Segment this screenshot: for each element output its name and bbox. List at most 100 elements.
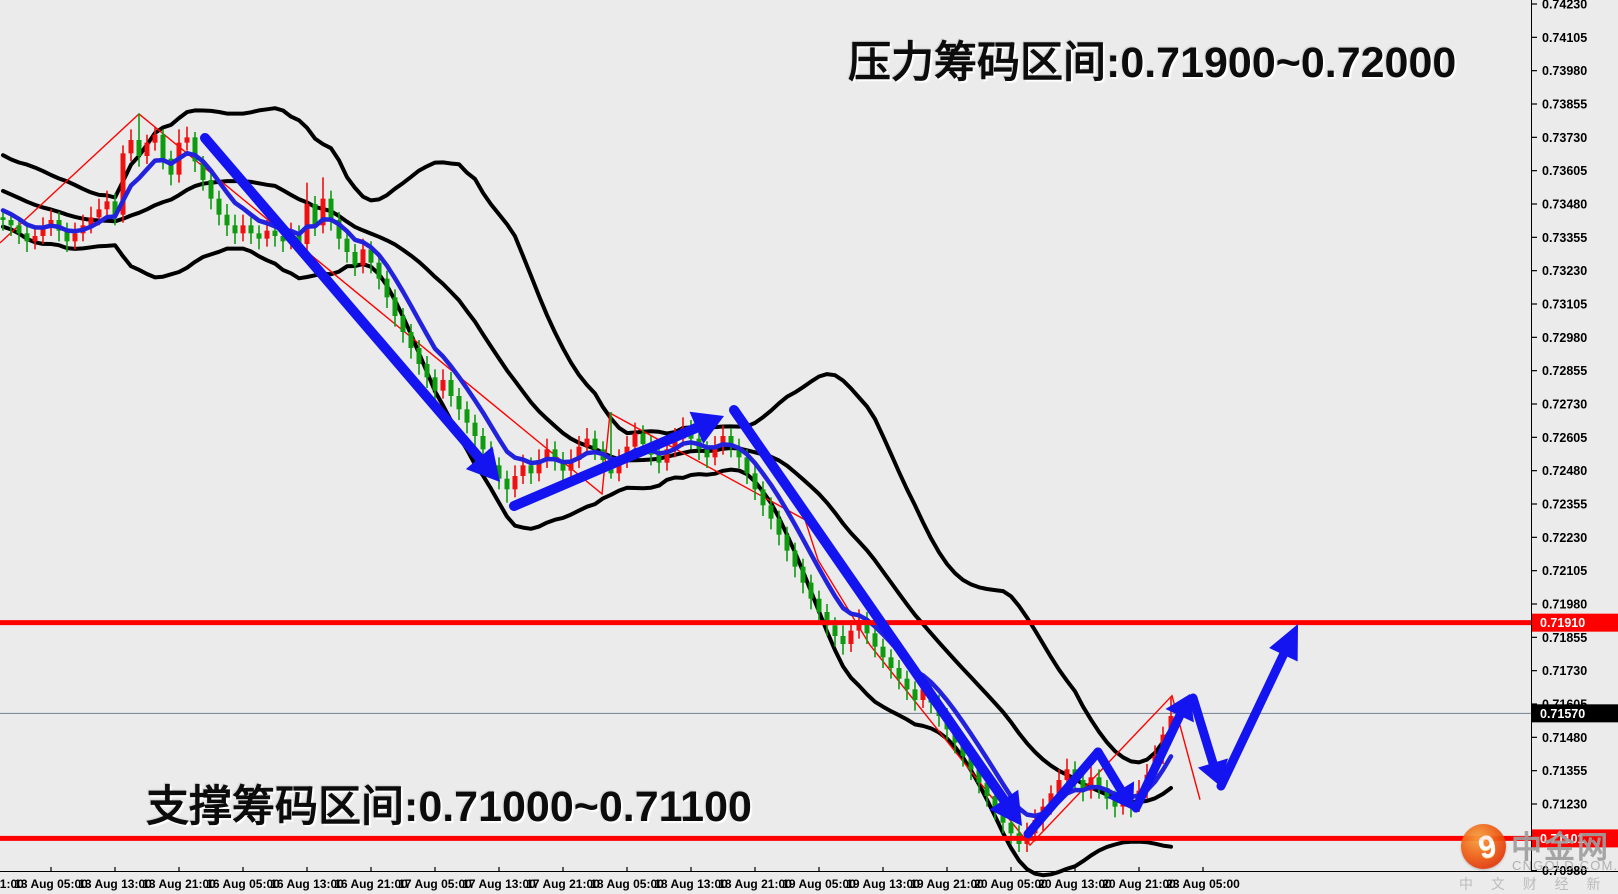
- x-tick-label: 13 Aug 05:00: [14, 877, 88, 891]
- trend-arrow-shaft: [1188, 693, 1220, 775]
- candle-body: [0, 217, 6, 220]
- candle-body: [1080, 780, 1086, 791]
- candle-body: [1008, 822, 1014, 834]
- candle-body: [128, 140, 134, 154]
- trend-arrow-shaft: [1093, 747, 1129, 801]
- y-tick-label: 0.71855: [1542, 631, 1587, 645]
- trend-arrow-shaft: [1023, 747, 1103, 839]
- y-tick-label: 0.71480: [1542, 731, 1587, 745]
- candle-body: [904, 678, 910, 690]
- y-tick-label: 0.73980: [1542, 64, 1587, 78]
- x-tick-label: 19 Aug 05:00: [782, 877, 856, 891]
- y-tick-label: 0.72355: [1542, 498, 1587, 512]
- price-marker-red: [1532, 829, 1618, 848]
- ma-line: [0, 150, 1174, 819]
- cngold-swirl-icon: 9: [1475, 827, 1500, 866]
- candle-body: [168, 158, 174, 175]
- y-tick-label: 0.72230: [1542, 531, 1587, 545]
- x-tick-label: 18 Aug 13:00: [654, 877, 728, 891]
- candle-body: [24, 233, 30, 242]
- cngold-logo-icon: [1461, 824, 1506, 869]
- y-tick-label: 0.74230: [1542, 0, 1587, 12]
- candle-body: [872, 633, 878, 647]
- candle-body: [384, 278, 390, 298]
- candle-body: [208, 180, 214, 199]
- watermark-domain: CNGOLD.COM.CN: [1512, 858, 1618, 873]
- candle-body: [760, 489, 766, 506]
- candle-body: [664, 449, 670, 463]
- candle-body: [480, 436, 486, 450]
- candle-body: [104, 201, 110, 210]
- candle-body: [512, 476, 518, 490]
- candle-body: [672, 438, 678, 450]
- candle-body: [840, 636, 846, 644]
- price-marker-label: 0.71570: [1540, 707, 1585, 721]
- candle-body: [224, 214, 230, 226]
- candle-body: [320, 198, 326, 226]
- candle-body: [728, 436, 734, 447]
- zigzag-line: [0, 112, 1201, 847]
- price-marker-label: 0.71101: [1540, 832, 1585, 846]
- candle-body: [472, 422, 478, 436]
- candle-body: [72, 233, 78, 242]
- candle-body: [456, 396, 462, 410]
- candle-body: [144, 142, 150, 156]
- candle-body: [432, 377, 438, 391]
- candle-body: [552, 449, 558, 460]
- candle-body: [352, 252, 358, 266]
- candle-body: [560, 460, 566, 471]
- candle-body: [912, 689, 918, 700]
- candle-body: [976, 769, 982, 783]
- candle-body: [752, 473, 758, 490]
- candle-body: [1088, 777, 1094, 791]
- x-tick-label: 19 Aug 21:00: [910, 877, 984, 891]
- trend-arrowhead-icon: [465, 446, 500, 482]
- candle-body: [88, 217, 94, 226]
- candle-body: [792, 550, 798, 567]
- candle-body: [40, 228, 46, 236]
- candle-body: [200, 161, 206, 180]
- candle-body: [424, 364, 430, 378]
- candle-body: [616, 460, 622, 474]
- candle-body: [1048, 793, 1054, 807]
- candle-body: [1096, 777, 1102, 788]
- candle-body: [408, 332, 414, 348]
- candle-body: [576, 446, 582, 460]
- candle-body: [720, 436, 726, 447]
- candle-body: [328, 198, 334, 220]
- y-tick-label: 0.73730: [1542, 131, 1587, 145]
- candle-body: [496, 465, 502, 479]
- candle-body: [312, 204, 318, 226]
- candle-body: [640, 433, 646, 444]
- candle-body: [520, 465, 526, 476]
- candle-body: [880, 646, 886, 658]
- y-tick-label: 0.71730: [1542, 664, 1587, 678]
- x-tick-label: 18 Aug 21:00: [718, 877, 792, 891]
- candle-body: [256, 233, 262, 239]
- candle-body: [968, 756, 974, 770]
- candle-body: [112, 201, 118, 215]
- x-tick-label: 20 Aug 05:00: [974, 877, 1048, 891]
- candle-body: [768, 505, 774, 519]
- candle-body: [160, 134, 166, 159]
- candle-body: [528, 465, 534, 474]
- candle-body: [784, 534, 790, 551]
- candle-body: [464, 409, 470, 423]
- candle-body: [264, 230, 270, 239]
- candle-body: [744, 457, 750, 474]
- candle-body: [888, 657, 894, 668]
- y-tick-label: 0.70980: [1542, 864, 1587, 878]
- candle-body: [304, 204, 310, 244]
- candle-body: [120, 153, 126, 215]
- candle-body: [64, 230, 70, 242]
- candle-body: [712, 446, 718, 458]
- trend-arrow-shaft: [1131, 704, 1188, 813]
- trend-arrow-shaft: [1216, 640, 1293, 791]
- candle-body: [184, 137, 190, 143]
- trend-arrowhead-icon: [1107, 781, 1135, 810]
- y-tick-label: 0.73230: [1542, 264, 1587, 278]
- y-tick-label: 0.71980: [1542, 598, 1587, 612]
- trend-arrow-shaft: [200, 133, 491, 470]
